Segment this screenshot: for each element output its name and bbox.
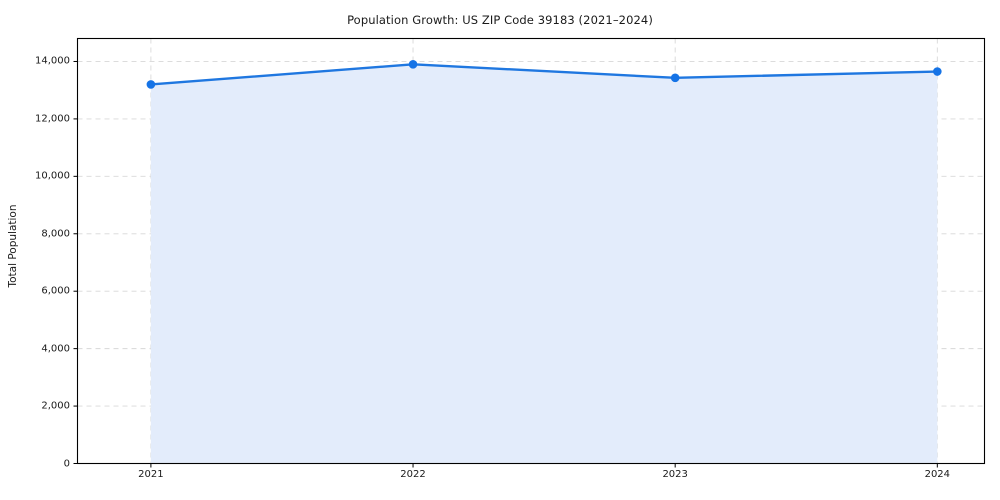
x-tick-label: 2022 — [400, 469, 426, 480]
y-tick-label: 12,000 — [35, 113, 70, 125]
x-tick-label: 2023 — [662, 469, 688, 480]
axis-tick-marks — [73, 60, 938, 468]
y-tick-label: 8,000 — [41, 228, 70, 240]
data-line — [149, 63, 939, 86]
y-tick-label: 6,000 — [41, 285, 70, 297]
x-tick-label: 2024 — [924, 469, 951, 480]
y-tick-label: 4,000 — [41, 343, 70, 355]
axis-spines — [76, 37, 986, 465]
y-tick-label: 14,000 — [35, 55, 70, 67]
y-tick-label: 2,000 — [41, 400, 70, 412]
area-fill — [150, 64, 938, 464]
chart-title: Population Growth: US ZIP Code 39183 (20… — [347, 13, 653, 27]
x-tick-label: 2021 — [138, 469, 164, 480]
y-axis-tick-labels: 0 2,000 4,000 6,000 8,000 10,000 12,000 14,000 — [7, 0, 70, 500]
y-tick-label: 0 — [63, 458, 70, 469]
y-tick-label: 10,000 — [35, 170, 70, 182]
data-point-markers — [146, 60, 942, 89]
